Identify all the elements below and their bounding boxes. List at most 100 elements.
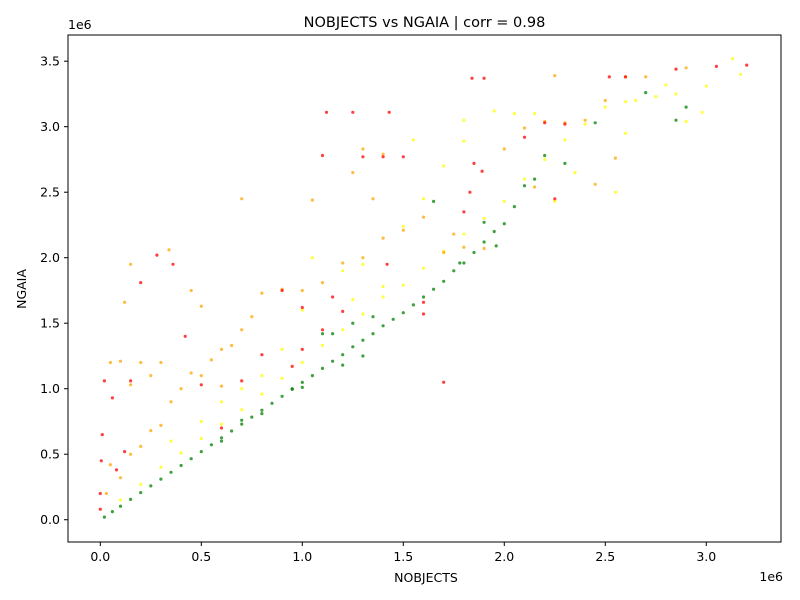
- data-point: [603, 98, 607, 103]
- data-point: [219, 426, 224, 430]
- data-point: [512, 112, 517, 116]
- data-point: [583, 122, 587, 126]
- data-point: [139, 360, 143, 365]
- data-point: [280, 288, 284, 293]
- data-point: [341, 353, 345, 357]
- x-tick-label: 3.0: [696, 549, 716, 564]
- data-point: [123, 300, 127, 304]
- data-point: [331, 332, 335, 336]
- data-point: [280, 394, 284, 398]
- data-point: [199, 383, 203, 387]
- data-point: [179, 387, 183, 391]
- data-point: [613, 156, 618, 160]
- data-point: [607, 75, 611, 79]
- data-point: [123, 450, 127, 454]
- data-point: [361, 155, 365, 159]
- data-point: [110, 396, 114, 400]
- y-tick-label: 2.5: [40, 185, 60, 200]
- data-point: [139, 444, 143, 448]
- data-point: [664, 83, 668, 87]
- data-point: [351, 171, 355, 175]
- data-point: [522, 135, 527, 139]
- data-point: [472, 161, 476, 165]
- data-point: [341, 269, 345, 273]
- data-point: [99, 459, 103, 463]
- data-point: [387, 110, 391, 114]
- data-point: [320, 328, 325, 332]
- data-point: [553, 199, 557, 203]
- data-point: [102, 515, 106, 519]
- data-point: [341, 261, 345, 265]
- data-point: [351, 345, 355, 349]
- data-point: [623, 131, 628, 135]
- data-point: [129, 383, 133, 387]
- data-point: [482, 246, 486, 251]
- data-point: [159, 360, 163, 365]
- x-axis-ticks: 0.0 0.5 1.0 1.5 2.0 2.5 3.0: [90, 542, 716, 564]
- data-point: [270, 401, 274, 405]
- data-point: [502, 199, 506, 203]
- data-point: [167, 248, 171, 252]
- data-point: [159, 477, 163, 481]
- data-point: [189, 457, 193, 461]
- x-tick-label: 1.0: [292, 549, 312, 564]
- data-point: [470, 76, 474, 80]
- data-point: [179, 463, 183, 468]
- data-point: [139, 482, 143, 486]
- data-point: [442, 279, 446, 283]
- data-point: [260, 408, 264, 412]
- data-point: [114, 468, 119, 472]
- data-point: [118, 476, 123, 480]
- data-point: [512, 205, 517, 209]
- data-point: [480, 169, 484, 173]
- data-point: [219, 422, 224, 426]
- data-point: [482, 216, 486, 220]
- data-point: [361, 262, 365, 266]
- data-point: [502, 222, 506, 226]
- data-point: [171, 262, 175, 266]
- data-point: [674, 118, 678, 122]
- data-point: [230, 429, 234, 433]
- data-point: [583, 118, 587, 122]
- data-point: [320, 332, 325, 336]
- data-point: [533, 185, 537, 189]
- data-point: [381, 295, 385, 299]
- y-tick-label: 3.5: [40, 54, 60, 69]
- data-point: [593, 182, 597, 186]
- data-point: [684, 105, 688, 109]
- data-point: [492, 109, 496, 113]
- data-point: [421, 266, 426, 270]
- data-point: [129, 497, 133, 501]
- data-point: [240, 387, 244, 391]
- data-point: [199, 304, 203, 308]
- data-point: [482, 76, 486, 80]
- data-point: [421, 300, 426, 304]
- data-point: [320, 366, 325, 370]
- data-point: [472, 250, 476, 255]
- data-point: [361, 354, 365, 358]
- data-point: [240, 418, 244, 422]
- data-point: [361, 338, 365, 342]
- data-point: [159, 423, 163, 427]
- x-tick-label: 0.5: [191, 549, 211, 564]
- data-point: [432, 287, 436, 291]
- data-point: [482, 240, 486, 244]
- data-point: [331, 359, 335, 363]
- data-point: [189, 288, 193, 293]
- data-point: [442, 380, 446, 384]
- data-point: [351, 321, 355, 325]
- data-point: [300, 347, 304, 351]
- data-point: [462, 118, 466, 122]
- data-point: [543, 153, 547, 158]
- data-point: [522, 126, 527, 130]
- data-point: [341, 309, 345, 313]
- data-point: [603, 105, 607, 109]
- data-point: [623, 100, 628, 104]
- x-tick-label: 2.0: [494, 549, 514, 564]
- data-point: [341, 328, 345, 332]
- data-point: [169, 400, 173, 404]
- data-point: [341, 363, 345, 367]
- data-point: [462, 245, 466, 249]
- data-point: [644, 75, 648, 79]
